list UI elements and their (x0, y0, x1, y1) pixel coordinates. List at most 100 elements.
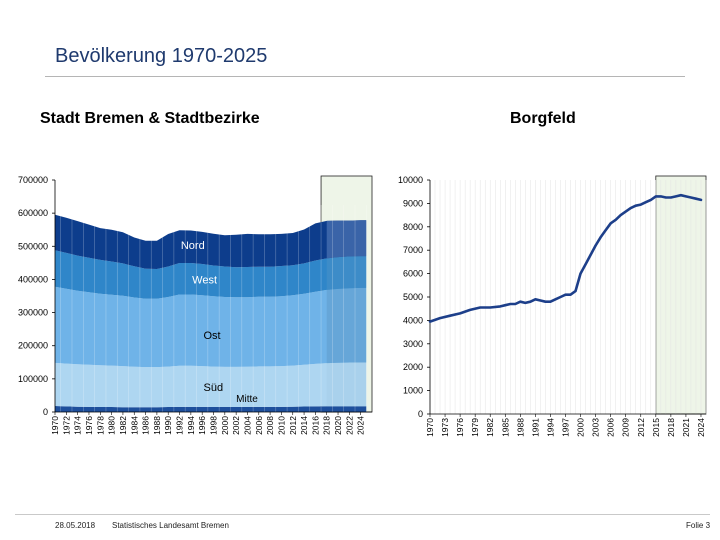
y-tick-label: 600000 (18, 208, 48, 218)
forecast-area-sd (326, 362, 367, 407)
forecast-area-nord (326, 220, 367, 259)
x-tick-label: 1988 (515, 418, 525, 437)
x-tick-label: 2004 (242, 416, 252, 435)
x-tick-label: 2018 (666, 418, 676, 437)
x-tick-label: 1978 (95, 416, 105, 435)
x-tick-label: 2006 (254, 416, 264, 435)
title-divider (45, 76, 685, 77)
data-point (579, 272, 582, 275)
area-ost (55, 286, 367, 368)
y-tick-label: 6000 (403, 269, 423, 279)
x-tick-label: 2014 (299, 416, 309, 435)
x-tick-label: 2002 (231, 416, 241, 435)
x-tick-label: 1991 (530, 418, 540, 437)
footer-divider (15, 514, 710, 515)
data-point (564, 293, 567, 296)
area-west (55, 250, 367, 299)
data-point (504, 304, 507, 307)
x-tick-label: 2009 (621, 418, 631, 437)
x-tick-label: 1984 (129, 416, 139, 435)
x-tick-label: 1988 (152, 416, 162, 435)
data-point (675, 195, 677, 198)
x-tick-label: 1970 (50, 416, 60, 435)
y-tick-label: 400000 (18, 274, 48, 284)
data-point (509, 303, 512, 305)
x-tick-label: 1986 (141, 416, 151, 435)
area-nord (55, 214, 367, 269)
x-tick-label: 2010 (276, 416, 286, 435)
x-tick-label: 2024 (696, 418, 706, 437)
data-point (665, 196, 667, 199)
x-tick-label: 1982 (118, 416, 128, 435)
data-point (569, 293, 572, 296)
right-chart-title: Borgfeld (510, 110, 576, 127)
data-point (604, 229, 607, 232)
y-tick-label: 3000 (403, 339, 423, 349)
x-tick-label: 2024 (356, 416, 366, 435)
y-tick-label: 9000 (403, 198, 423, 208)
series-label-ost: Ost (204, 330, 221, 342)
y-tick-label: 500000 (18, 241, 48, 251)
x-tick-label: 2012 (288, 416, 298, 435)
y-tick-label: 0 (43, 407, 48, 417)
data-point (549, 300, 552, 303)
data-point (700, 199, 702, 201)
data-point (634, 204, 637, 207)
data-point (695, 197, 697, 200)
x-tick-label: 1994 (545, 418, 555, 437)
x-tick-label: 2006 (606, 418, 616, 437)
data-point (644, 201, 647, 204)
series-label-mitte: Mitte (236, 394, 258, 405)
x-tick-label: 2012 (636, 418, 646, 437)
series-label-west: West (192, 275, 217, 287)
y-tick-label: 0 (418, 409, 423, 419)
x-tick-label: 2016 (310, 416, 320, 435)
x-tick-label: 2015 (651, 418, 661, 437)
data-point (539, 299, 542, 302)
x-tick-label: 1985 (500, 418, 510, 437)
data-point (680, 194, 682, 197)
data-point (584, 263, 587, 266)
forecast-area-west (326, 256, 367, 290)
left-chart-title: Stadt Bremen & Stadtbezirke (40, 110, 260, 127)
data-point (429, 320, 431, 323)
data-point (489, 306, 492, 309)
x-tick-label: 2021 (681, 418, 691, 437)
x-tick-label: 2020 (333, 416, 343, 435)
area-sd (55, 362, 367, 408)
data-point (479, 306, 482, 309)
data-point (559, 296, 562, 298)
x-tick-label: 1974 (73, 416, 83, 435)
y-tick-label: 100000 (18, 374, 48, 384)
x-tick-label: 1982 (485, 418, 495, 437)
data-point (524, 302, 527, 304)
footer-source: Statistisches Landesamt Bremen (112, 521, 229, 530)
x-tick-label: 1998 (209, 416, 219, 435)
data-point (439, 317, 441, 319)
y-tick-label: 300000 (18, 308, 48, 318)
x-tick-label: 2003 (591, 418, 601, 437)
y-tick-label: 1000 (403, 386, 423, 396)
data-point (649, 199, 652, 201)
forecast-area-ost (326, 287, 367, 364)
data-point (659, 195, 662, 198)
data-point (544, 300, 547, 303)
forecast-area-mitte (326, 406, 367, 412)
y-tick-label: 2000 (403, 362, 423, 372)
data-point (639, 203, 642, 206)
data-point (619, 214, 622, 217)
x-tick-label: 1976 (455, 418, 465, 437)
y-tick-label: 7000 (403, 245, 423, 255)
data-point (629, 207, 632, 210)
data-point (514, 303, 517, 305)
y-tick-label: 5000 (403, 292, 423, 302)
x-tick-label: 1976 (84, 416, 94, 435)
data-point (499, 305, 502, 308)
data-point (589, 254, 592, 256)
series-label-sd: Süd (204, 382, 224, 394)
data-point (469, 309, 471, 311)
y-tick-label: 4000 (403, 315, 423, 325)
footer-date: 28.05.2018 (55, 521, 96, 530)
x-tick-label: 1996 (197, 416, 207, 435)
